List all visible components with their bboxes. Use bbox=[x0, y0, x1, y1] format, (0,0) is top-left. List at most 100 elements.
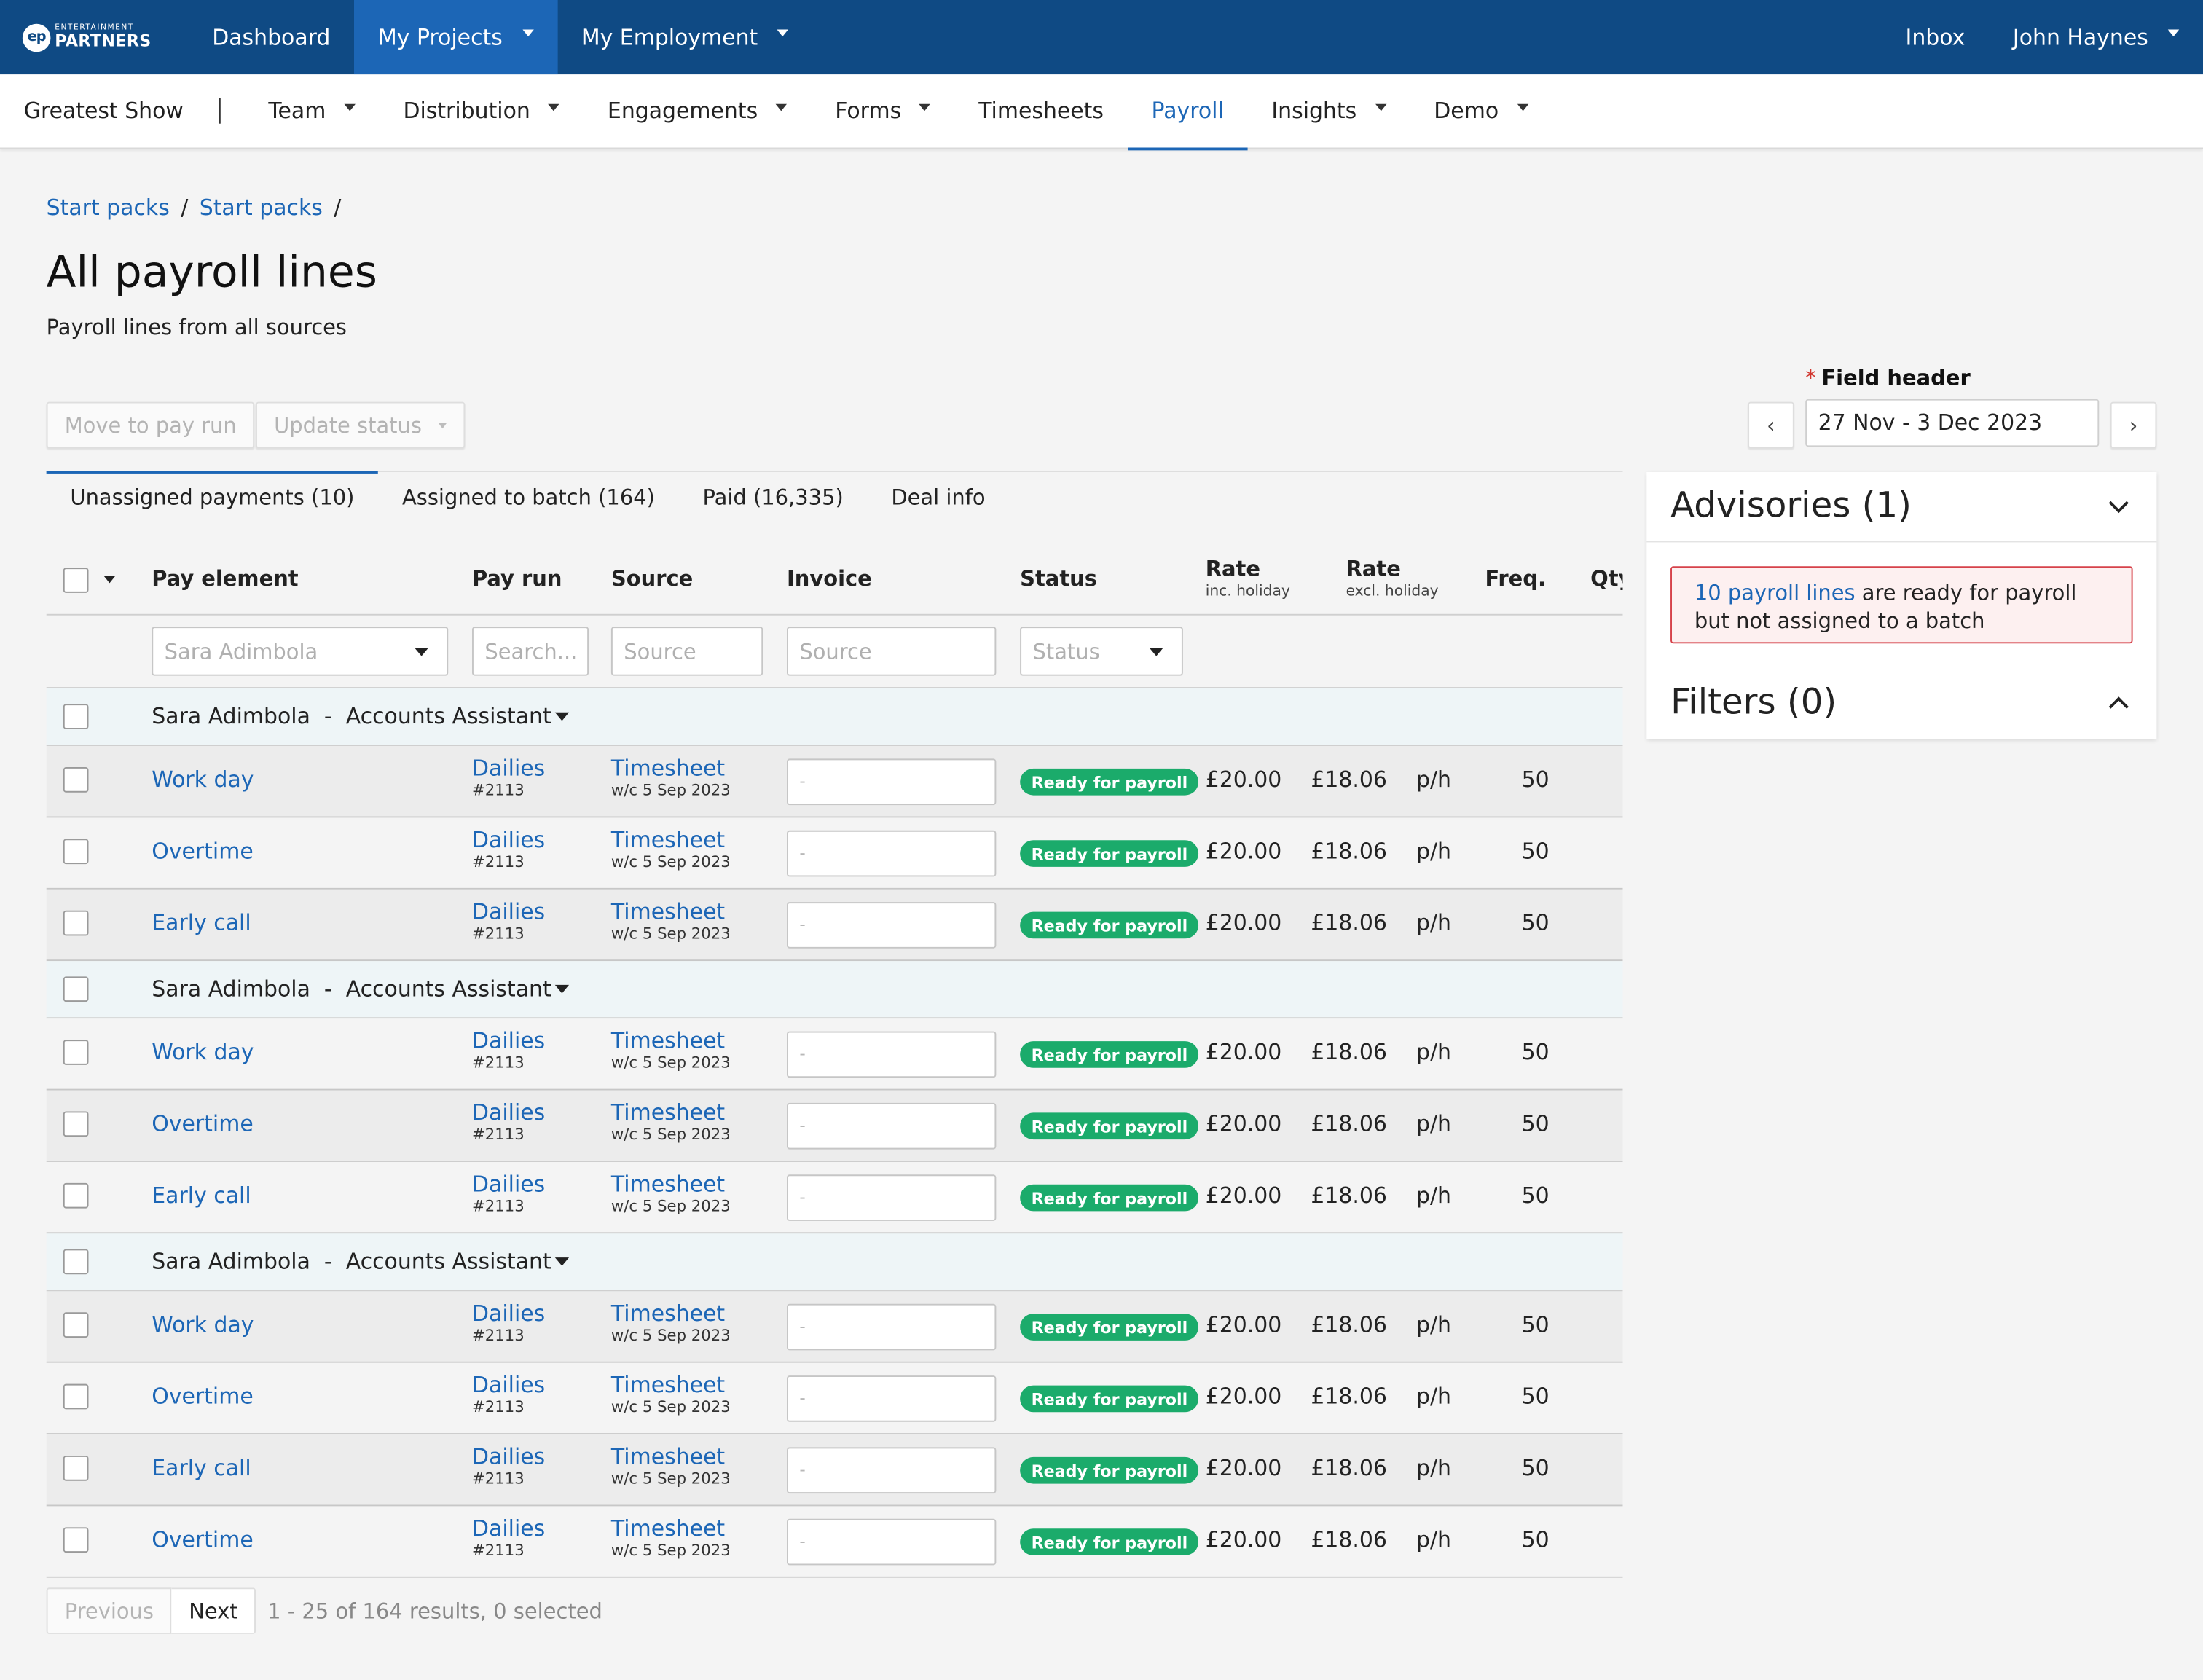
invoice-input[interactable]: - bbox=[786, 830, 997, 877]
pay-element-link[interactable]: Work day bbox=[152, 1040, 254, 1065]
pay-run-link[interactable]: Dailies bbox=[471, 1100, 546, 1126]
group-label[interactable]: Sara Adimbola - Accounts Assistant bbox=[152, 1249, 551, 1274]
source-link[interactable]: Timesheet bbox=[610, 1373, 726, 1398]
pay-run-search-input[interactable]: Search... bbox=[471, 627, 589, 676]
pay-element-link[interactable]: Overtime bbox=[152, 1527, 254, 1553]
group-checkbox[interactable] bbox=[63, 976, 89, 1002]
invoice-input[interactable]: - bbox=[786, 1375, 997, 1422]
pay-run-link[interactable]: Dailies bbox=[471, 1444, 546, 1470]
pay-run-link[interactable]: Dailies bbox=[471, 1171, 546, 1198]
source-link[interactable]: Timesheet bbox=[610, 1444, 726, 1470]
source-link[interactable]: Timesheet bbox=[610, 1515, 726, 1542]
nav-inbox[interactable]: Inbox bbox=[1882, 0, 1989, 74]
invoice-input[interactable]: - bbox=[786, 1447, 997, 1494]
pay-element-link[interactable]: Early call bbox=[152, 1182, 251, 1209]
tab-deal-info[interactable]: Deal info bbox=[868, 472, 1010, 522]
subnav-payroll[interactable]: Payroll bbox=[1127, 74, 1249, 150]
source-link[interactable]: Timesheet bbox=[610, 1300, 726, 1327]
chevron-down-icon[interactable] bbox=[554, 984, 570, 994]
tab-paid[interactable]: Paid (16,335) bbox=[679, 472, 868, 522]
source-link[interactable]: Timesheet bbox=[610, 755, 726, 782]
source-link[interactable]: Timesheet bbox=[610, 827, 726, 853]
col-source[interactable]: Source bbox=[610, 566, 694, 592]
row-checkbox[interactable] bbox=[63, 910, 89, 936]
pay-run-link[interactable]: Dailies bbox=[471, 1300, 546, 1327]
status-filter[interactable]: Status bbox=[1020, 627, 1183, 676]
user-menu[interactable]: John Haynes bbox=[1989, 0, 2203, 74]
select-all-checkbox[interactable] bbox=[63, 568, 89, 593]
col-rate-inc[interactable]: Rate inc. holiday bbox=[1206, 557, 1290, 600]
subnav-insights[interactable]: Insights bbox=[1248, 74, 1410, 148]
subnav-timesheets[interactable]: Timesheets bbox=[954, 74, 1127, 148]
row-checkbox[interactable] bbox=[63, 839, 89, 865]
pay-element-link[interactable]: Overtime bbox=[152, 1111, 254, 1137]
row-checkbox[interactable] bbox=[63, 1312, 89, 1338]
pay-run-link[interactable]: Dailies bbox=[471, 1515, 546, 1542]
row-checkbox[interactable] bbox=[63, 1040, 89, 1065]
nav-my-projects[interactable]: My Projects bbox=[354, 0, 558, 75]
group-checkbox[interactable] bbox=[63, 704, 89, 729]
col-freq[interactable]: Freq. bbox=[1485, 566, 1546, 592]
pay-run-link[interactable]: Dailies bbox=[471, 755, 546, 782]
date-range-input[interactable]: 27 Nov - 3 Dec 2023 bbox=[1805, 399, 2100, 447]
invoice-filter-input[interactable]: Source bbox=[786, 627, 997, 676]
col-invoice[interactable]: Invoice bbox=[786, 566, 872, 592]
pay-element-link[interactable]: Overtime bbox=[152, 839, 254, 865]
pay-element-filter[interactable]: Sara Adimbola bbox=[152, 627, 449, 676]
breadcrumb-link[interactable]: Start packs bbox=[199, 195, 323, 221]
chevron-down-icon[interactable] bbox=[554, 1257, 570, 1266]
next-week-button[interactable]: › bbox=[2110, 401, 2157, 449]
pay-element-link[interactable]: Early call bbox=[152, 910, 251, 936]
invoice-input[interactable]: - bbox=[786, 902, 997, 949]
chevron-down-icon[interactable] bbox=[103, 576, 116, 584]
pay-element-link[interactable]: Overtime bbox=[152, 1383, 254, 1410]
invoice-input[interactable]: - bbox=[786, 1303, 997, 1351]
pay-run-link[interactable]: Dailies bbox=[471, 1028, 546, 1054]
pay-element-link[interactable]: Work day bbox=[152, 766, 254, 793]
group-checkbox[interactable] bbox=[63, 1249, 89, 1275]
invoice-input[interactable]: - bbox=[786, 758, 997, 806]
pay-run-link[interactable]: Dailies bbox=[471, 1373, 546, 1398]
group-label[interactable]: Sara Adimbola - Accounts Assistant bbox=[152, 976, 551, 1002]
row-checkbox[interactable] bbox=[63, 766, 89, 793]
pay-run-link[interactable]: Dailies bbox=[471, 899, 546, 925]
col-rate-excl[interactable]: Rate excl. holiday bbox=[1346, 557, 1439, 600]
chevron-down-icon[interactable] bbox=[554, 712, 570, 721]
advisory-link[interactable]: 10 payroll lines bbox=[1694, 580, 1856, 606]
group-label[interactable]: Sara Adimbola - Accounts Assistant bbox=[152, 704, 551, 729]
pay-element-link[interactable]: Work day bbox=[152, 1312, 254, 1338]
update-status-button[interactable]: Update status bbox=[255, 401, 466, 449]
advisories-title[interactable]: Advisories (1) bbox=[1670, 484, 1912, 526]
invoice-input[interactable]: - bbox=[786, 1102, 997, 1150]
col-qty[interactable]: Qty bbox=[1590, 566, 1622, 592]
next-page-button[interactable]: Next bbox=[172, 1587, 256, 1634]
col-pay-element[interactable]: Pay element bbox=[152, 566, 299, 592]
source-filter-input[interactable]: Source bbox=[610, 627, 763, 676]
previous-week-button[interactable]: ‹ bbox=[1748, 401, 1794, 449]
breadcrumb-link[interactable]: Start packs bbox=[46, 195, 170, 221]
logo[interactable]: ep ENTERTAINMENT PARTNERS bbox=[0, 23, 188, 52]
invoice-input[interactable]: - bbox=[786, 1174, 997, 1221]
row-checkbox[interactable] bbox=[63, 1527, 89, 1553]
subnav-engagements[interactable]: Engagements bbox=[584, 74, 811, 148]
tab-unassigned[interactable]: Unassigned payments (10) bbox=[46, 471, 379, 522]
invoice-input[interactable]: - bbox=[786, 1518, 997, 1566]
subnav-team[interactable]: Team bbox=[245, 74, 380, 148]
row-checkbox[interactable] bbox=[63, 1111, 89, 1137]
source-link[interactable]: Timesheet bbox=[610, 1171, 726, 1198]
chevron-down-icon[interactable] bbox=[2108, 492, 2129, 514]
chevron-up-icon[interactable] bbox=[2108, 696, 2129, 717]
pay-element-link[interactable]: Early call bbox=[152, 1455, 251, 1481]
source-link[interactable]: Timesheet bbox=[610, 899, 726, 925]
row-checkbox[interactable] bbox=[63, 1455, 89, 1481]
subnav-demo[interactable]: Demo bbox=[1410, 74, 1552, 148]
pay-run-link[interactable]: Dailies bbox=[471, 827, 546, 853]
source-link[interactable]: Timesheet bbox=[610, 1028, 726, 1054]
move-to-pay-run-button[interactable]: Move to pay run bbox=[46, 401, 255, 449]
row-checkbox[interactable] bbox=[63, 1182, 89, 1209]
col-pay-run[interactable]: Pay run bbox=[471, 566, 562, 592]
col-status[interactable]: Status bbox=[1020, 566, 1097, 592]
row-checkbox[interactable] bbox=[63, 1383, 89, 1410]
previous-page-button[interactable]: Previous bbox=[46, 1587, 173, 1634]
invoice-input[interactable]: - bbox=[786, 1031, 997, 1078]
